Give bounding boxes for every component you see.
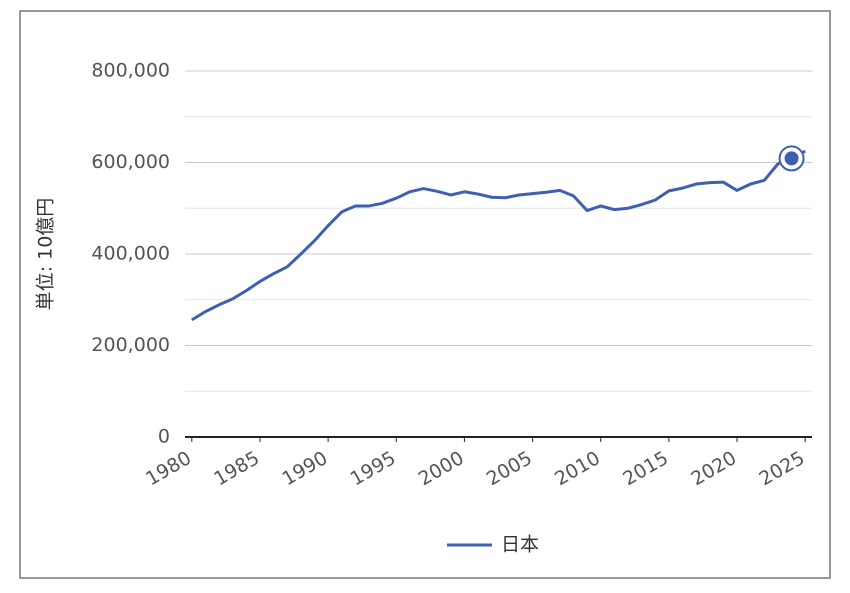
y-tick-label: 800,000 [91, 60, 170, 82]
y-tick-label: 400,000 [91, 243, 170, 265]
y-tick-label: 0 [158, 426, 170, 448]
legend-label: 日本 [501, 534, 539, 556]
line-series [191, 149, 806, 322]
highlight-point [784, 151, 799, 166]
y-axis-label: 単位: 10億円 [35, 198, 57, 311]
y-tick-label: 600,000 [91, 151, 170, 173]
y-tick-label: 200,000 [91, 334, 170, 356]
frame [19, 10, 831, 579]
